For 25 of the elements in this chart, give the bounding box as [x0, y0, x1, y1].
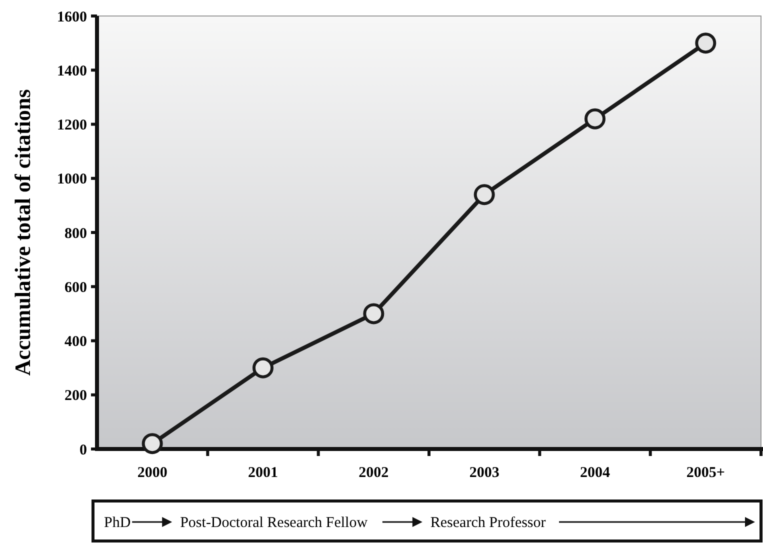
- text: Research Professor: [430, 515, 546, 531]
- y-tick-label: 1400: [57, 63, 87, 80]
- y-tick-label: 1000: [57, 172, 87, 188]
- point: [363, 303, 384, 324]
- x-tick-label: 2003: [469, 465, 500, 481]
- text: Post-Doctoral Research Fellow: [180, 515, 368, 531]
- x-tick-label: 2002: [358, 465, 389, 481]
- y-tick-label: 800: [64, 226, 87, 242]
- point: [142, 433, 163, 454]
- y-tick-label: 1600: [57, 9, 87, 26]
- y-tick-label: 0: [80, 442, 87, 458]
- point: [584, 108, 606, 130]
- point: [252, 357, 274, 378]
- y-tick-label: 1200: [57, 118, 87, 134]
- point: [474, 184, 495, 206]
- y-tick-label: 200: [64, 388, 87, 404]
- y-axis-title: Accumulative total of citations: [10, 88, 35, 376]
- x-tick-label: 2004: [580, 465, 610, 481]
- y-tick-label: 600: [64, 280, 87, 296]
- point: [695, 32, 716, 54]
- x-tick-label: 2001: [248, 465, 278, 481]
- text: PhD: [104, 515, 131, 531]
- y-tick-label: 400: [64, 334, 87, 350]
- x-tick-label: 2005+: [686, 465, 725, 481]
- x-tick-label: 2000: [137, 465, 168, 481]
